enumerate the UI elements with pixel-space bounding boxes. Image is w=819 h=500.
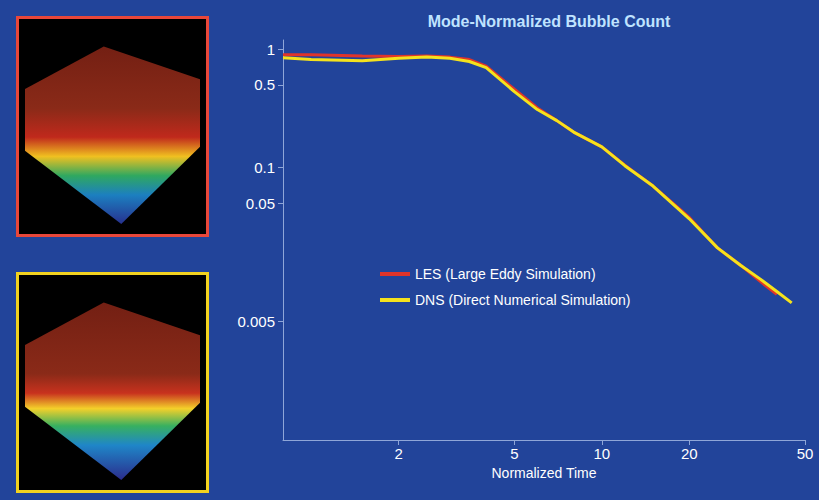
svg-text:50: 50 <box>797 445 814 462</box>
svg-text:LES (Large Eddy Simulation): LES (Large Eddy Simulation) <box>415 266 596 282</box>
svg-text:1: 1 <box>267 41 275 58</box>
svg-text:0.1: 0.1 <box>254 159 275 176</box>
svg-text:2: 2 <box>394 445 402 462</box>
svg-text:Normalized Time: Normalized Time <box>491 465 596 481</box>
svg-text:10: 10 <box>593 445 610 462</box>
svg-text:5: 5 <box>510 445 518 462</box>
svg-text:0.05: 0.05 <box>246 195 275 212</box>
svg-text:0.5: 0.5 <box>254 76 275 93</box>
svg-text:0.005: 0.005 <box>237 313 275 330</box>
svg-text:Mode-Normalized Bubble Count: Mode-Normalized Bubble Count <box>428 13 671 30</box>
svg-text:DNS (Direct Numerical Simulati: DNS (Direct Numerical Simulation) <box>415 292 631 308</box>
svg-text:20: 20 <box>681 445 698 462</box>
